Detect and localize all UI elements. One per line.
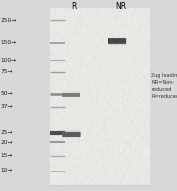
Text: 20→: 20→ — [1, 140, 13, 145]
Text: NR: NR — [115, 2, 126, 11]
Text: 250→: 250→ — [1, 18, 17, 23]
Text: 50→: 50→ — [1, 91, 13, 96]
Text: R: R — [72, 2, 77, 11]
Text: 100→: 100→ — [1, 58, 17, 63]
Text: 15→: 15→ — [1, 153, 13, 158]
Text: 37→: 37→ — [1, 104, 13, 109]
Text: 150→: 150→ — [1, 40, 17, 45]
Bar — [50, 9, 149, 185]
Text: 10→: 10→ — [1, 168, 13, 173]
Text: 2ug loading
NR=Non-
reduced
R=reduced: 2ug loading NR=Non- reduced R=reduced — [151, 73, 177, 99]
Text: 75→: 75→ — [1, 69, 13, 74]
Text: 25→: 25→ — [1, 130, 13, 135]
